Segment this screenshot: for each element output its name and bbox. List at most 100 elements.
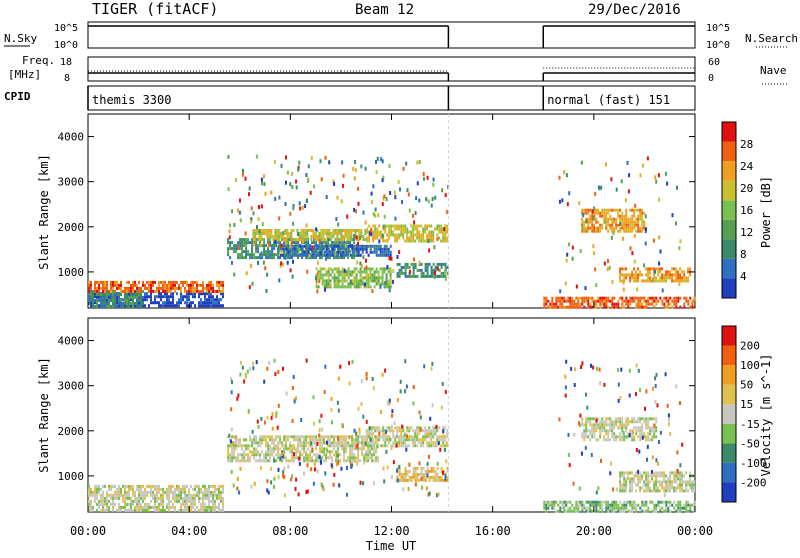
data-cell bbox=[667, 302, 670, 306]
data-cell bbox=[327, 438, 330, 442]
data-cell bbox=[593, 429, 596, 433]
data-point bbox=[298, 247, 300, 252]
data-cell bbox=[655, 474, 658, 478]
data-cell bbox=[144, 295, 146, 299]
data-cell bbox=[98, 299, 100, 302]
data-cell bbox=[428, 435, 431, 439]
data-point bbox=[612, 487, 614, 492]
data-point bbox=[362, 210, 365, 215]
data-cell bbox=[112, 293, 114, 296]
data-point bbox=[398, 464, 401, 469]
data-point bbox=[227, 187, 230, 192]
data-point bbox=[444, 276, 447, 281]
data-cell bbox=[593, 229, 596, 233]
data-cell bbox=[235, 459, 238, 463]
data-cell bbox=[253, 435, 256, 439]
data-point bbox=[305, 490, 308, 494]
data-cell bbox=[581, 417, 584, 421]
data-cell bbox=[160, 502, 162, 506]
data-cell bbox=[208, 289, 210, 293]
data-cell bbox=[339, 435, 342, 439]
data-cell bbox=[134, 505, 136, 509]
data-point bbox=[245, 271, 248, 276]
data-cell bbox=[184, 301, 186, 305]
data-cell bbox=[140, 490, 142, 494]
data-point bbox=[360, 263, 363, 268]
data-cell bbox=[216, 280, 218, 284]
data-cell bbox=[142, 496, 144, 500]
data-cell bbox=[398, 478, 401, 482]
data-cell bbox=[267, 441, 270, 445]
data-point bbox=[284, 255, 287, 260]
data-point bbox=[298, 201, 301, 206]
data-point bbox=[340, 199, 343, 204]
data-cell bbox=[361, 270, 364, 274]
data-cell bbox=[369, 247, 372, 251]
data-cell bbox=[613, 509, 616, 513]
data-point bbox=[666, 403, 669, 408]
data-cell bbox=[418, 438, 421, 442]
data-cell bbox=[273, 253, 276, 257]
data-cell bbox=[291, 456, 294, 460]
data-cell bbox=[605, 500, 608, 504]
data-cell bbox=[343, 285, 346, 289]
data-cell bbox=[665, 509, 668, 513]
data-cell bbox=[663, 279, 666, 283]
data-cell bbox=[150, 289, 152, 293]
data-cell bbox=[613, 435, 616, 439]
data-cell bbox=[339, 241, 342, 245]
data-cell bbox=[251, 453, 254, 457]
data-cell bbox=[156, 487, 158, 491]
data-cell bbox=[114, 484, 116, 488]
data-cell bbox=[214, 304, 216, 308]
data-point bbox=[610, 177, 613, 182]
data-cell bbox=[609, 426, 612, 430]
date-label: 29/Dec/2016 bbox=[588, 2, 681, 18]
data-cell bbox=[144, 304, 146, 308]
data-cell bbox=[349, 447, 352, 451]
data-cell bbox=[361, 435, 364, 439]
data-cell bbox=[383, 285, 386, 289]
data-point bbox=[228, 235, 231, 240]
data-cell bbox=[138, 505, 140, 509]
data-cell bbox=[649, 417, 652, 421]
data-cell bbox=[255, 447, 258, 451]
data-point bbox=[318, 433, 321, 438]
data-cell bbox=[691, 302, 694, 306]
data-cell bbox=[306, 229, 309, 232]
data-cell bbox=[289, 250, 292, 254]
data-cell bbox=[291, 450, 294, 454]
data-cell bbox=[190, 286, 192, 290]
data-cell bbox=[271, 450, 274, 454]
data-cell bbox=[615, 217, 618, 221]
data-cell bbox=[190, 301, 192, 305]
data-point bbox=[617, 382, 620, 387]
data-cell bbox=[210, 499, 212, 503]
data-cell bbox=[286, 232, 289, 235]
data-point bbox=[372, 184, 375, 189]
data-cell bbox=[328, 229, 331, 232]
data-cell bbox=[557, 296, 560, 300]
data-cell bbox=[206, 508, 208, 512]
data-cell bbox=[168, 301, 170, 305]
data-cell bbox=[629, 429, 632, 433]
data-point bbox=[440, 405, 443, 410]
data-cell bbox=[337, 456, 340, 460]
data-cell bbox=[683, 273, 686, 277]
data-cell bbox=[243, 438, 246, 442]
data-cell bbox=[406, 478, 409, 482]
data-cell bbox=[432, 469, 435, 473]
data-cell bbox=[355, 456, 358, 460]
data-cell bbox=[166, 295, 168, 299]
data-cell bbox=[100, 286, 102, 290]
data-point bbox=[663, 493, 666, 498]
data-point bbox=[593, 206, 596, 211]
data-cell bbox=[321, 456, 324, 460]
data-cell bbox=[295, 456, 298, 460]
freq-tick-low: 8 bbox=[64, 73, 70, 84]
data-cell bbox=[347, 444, 350, 448]
data-point bbox=[619, 222, 622, 226]
data-cell bbox=[170, 490, 172, 494]
data-cell bbox=[436, 233, 439, 237]
data-cell bbox=[98, 295, 100, 299]
